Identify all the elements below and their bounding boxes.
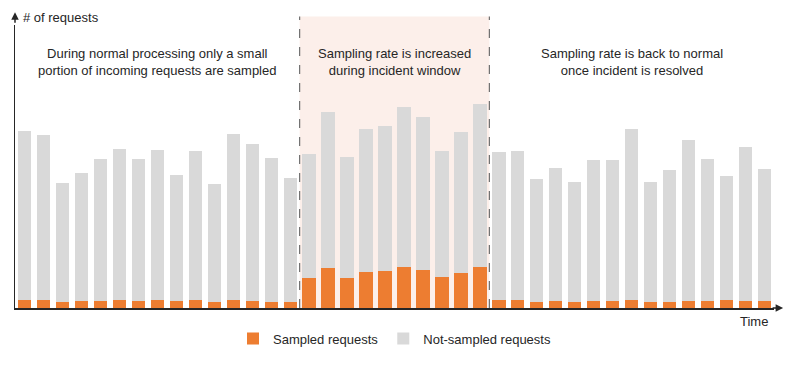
svg-text:Sampling rate is back to norma: Sampling rate is back to normalonce inci…: [541, 46, 723, 78]
svg-text:Time: Time: [740, 314, 768, 329]
svg-text:Sampled requests: Sampled requests: [273, 332, 378, 347]
svg-text:# of requests: # of requests: [23, 10, 99, 25]
svg-text:Sampling rate is increasedduri: Sampling rate is increasedduring inciden…: [318, 46, 471, 78]
svg-text:During normal processing only: During normal processing only a smallpor…: [38, 46, 276, 78]
svg-text:Not-sampled requests: Not-sampled requests: [423, 332, 551, 347]
